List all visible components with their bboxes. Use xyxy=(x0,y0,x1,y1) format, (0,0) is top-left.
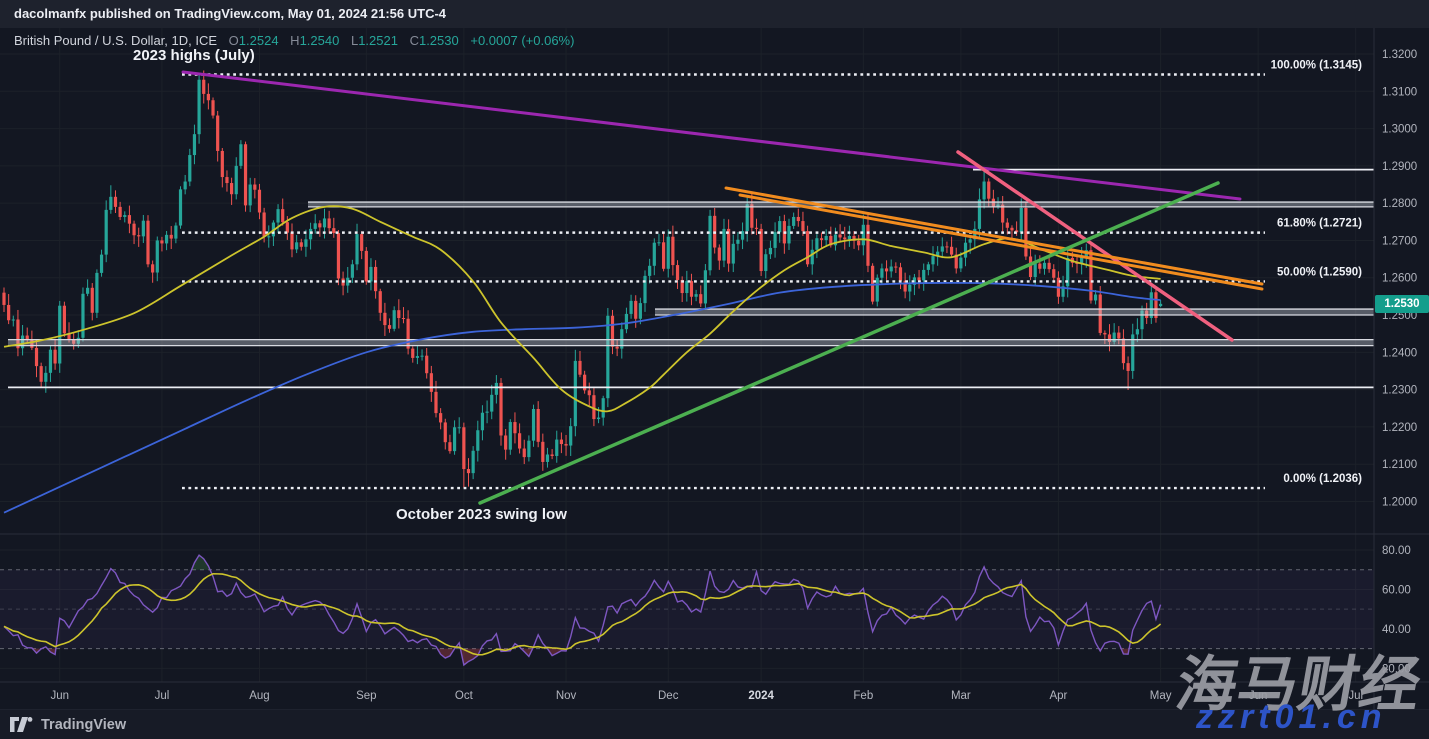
time-axis-label: Dec xyxy=(658,690,679,702)
annotation-october-swing-low: October 2023 swing low xyxy=(396,506,567,523)
rsi-axis-label: 20.00 xyxy=(1382,663,1411,675)
axis-labels: 1.3200 1.3100 1.3000 1.2900 1.2800 1.2700 1.26… xyxy=(50,49,1417,702)
descending-pink xyxy=(956,150,1234,342)
price-axis-label: 1.3100 xyxy=(1382,86,1417,98)
price-axis-label: 1.2200 xyxy=(1382,422,1417,434)
time-axis-label: Nov xyxy=(556,690,577,702)
time-axis-label: Jul xyxy=(155,690,170,702)
moving-averages xyxy=(3,205,1161,514)
price-axis-label: 1.2700 xyxy=(1382,235,1417,247)
fib-label: 100.00% (1.3145) xyxy=(1271,60,1363,72)
time-axis-label: Jul xyxy=(1348,690,1363,702)
time-axis-label: May xyxy=(1150,690,1172,702)
candlestick-series xyxy=(2,70,1163,488)
price-axis-label: 1.2000 xyxy=(1382,496,1417,508)
footer-bar: TradingView xyxy=(0,710,1429,739)
rsi-pane xyxy=(0,554,1374,667)
high-label: H xyxy=(290,33,300,48)
annotation-2023-highs: 2023 highs (July) xyxy=(133,47,255,64)
orange-upper xyxy=(724,186,1264,286)
rsi-axis-label: 80.00 xyxy=(1382,545,1411,557)
ascending-green xyxy=(478,181,1220,505)
time-axis-label: Aug xyxy=(249,690,269,702)
fib-label: 0.00% (1.2036) xyxy=(1283,473,1362,485)
price-axis-label: 1.2600 xyxy=(1382,273,1417,285)
close-value: 1.2530 xyxy=(418,33,459,48)
low-label: L xyxy=(350,33,359,48)
orange-lower xyxy=(738,193,1264,291)
publish-bar: dacolmanfx published on TradingView.com,… xyxy=(0,0,1429,28)
time-axis-label: 2024 xyxy=(748,690,774,702)
tradingview-logo-icon[interactable] xyxy=(10,717,33,732)
fib-label: 61.80% (1.2721) xyxy=(1277,218,1362,230)
descending-purple xyxy=(181,70,1242,201)
price-axis-label: 1.2400 xyxy=(1382,347,1417,359)
time-axis-surface[interactable] xyxy=(0,682,1374,710)
price-axis-surface[interactable] xyxy=(1374,28,1429,682)
time-axis-label: Oct xyxy=(455,690,474,702)
price-axis-label: 1.2300 xyxy=(1382,385,1417,397)
gridlines xyxy=(0,28,1374,682)
open-label: O xyxy=(228,33,239,48)
rsi-pane-surface[interactable] xyxy=(0,534,1374,682)
trendlines xyxy=(181,70,1264,505)
fib-label: 50.00% (1.2590) xyxy=(1277,266,1362,278)
price-axis-label: 1.3200 xyxy=(1382,49,1417,61)
low-value: 1.2521 xyxy=(358,33,398,48)
symbol-title[interactable]: British Pound / U.S. Dollar, 1D, ICE xyxy=(14,33,218,48)
time-axis-label: Apr xyxy=(1049,690,1067,702)
price-axis-label: 1.2900 xyxy=(1382,161,1417,173)
time-axis-label: Sep xyxy=(356,690,376,702)
rsi-axis-label: 40.00 xyxy=(1382,624,1411,636)
last-price-badge: 1.2530 xyxy=(1375,294,1429,313)
high-value: 1.2540 xyxy=(299,33,340,48)
price-axis-label: 1.2500 xyxy=(1382,310,1417,322)
symbol-header: British Pound / U.S. Dollar, 1D, ICE O1.… xyxy=(14,33,574,48)
support-resistance-levels xyxy=(8,168,1374,389)
zone-1.2425 xyxy=(8,339,1374,346)
close-label: C xyxy=(409,33,419,48)
rsi-ma-line xyxy=(3,572,1162,656)
rsi-line xyxy=(3,554,1162,667)
rsi-axis-label: 60.00 xyxy=(1382,584,1411,596)
time-axis-label: Feb xyxy=(853,690,873,702)
zone-1.25 xyxy=(655,309,1374,316)
sma-fast-yellow xyxy=(3,205,1161,413)
open-value: 1.2524 xyxy=(238,33,279,48)
time-axis-label: Jun xyxy=(1249,690,1268,702)
publish-text: dacolmanfx published on TradingView.com,… xyxy=(14,6,447,21)
price-axis-label: 1.2800 xyxy=(1382,198,1417,210)
zone-1.28 xyxy=(308,202,1374,207)
change-value: +0.0007 (+0.06%) xyxy=(470,33,575,48)
tradingview-brand-text[interactable]: TradingView xyxy=(41,716,127,733)
time-axis-label: Jun xyxy=(50,690,69,702)
price-axis-label: 1.3000 xyxy=(1382,124,1417,136)
sma-slow-blue xyxy=(3,281,1161,514)
price-pane-surface[interactable] xyxy=(0,28,1374,534)
watermark-url: zzrt01.cn xyxy=(1196,698,1387,736)
time-axis-label: Mar xyxy=(951,690,971,702)
fib-retracement: 100.00% (1.3145) 61.80% (1.2721) 50.00% (1… xyxy=(182,60,1363,490)
price-axis-label: 1.2100 xyxy=(1382,459,1417,471)
